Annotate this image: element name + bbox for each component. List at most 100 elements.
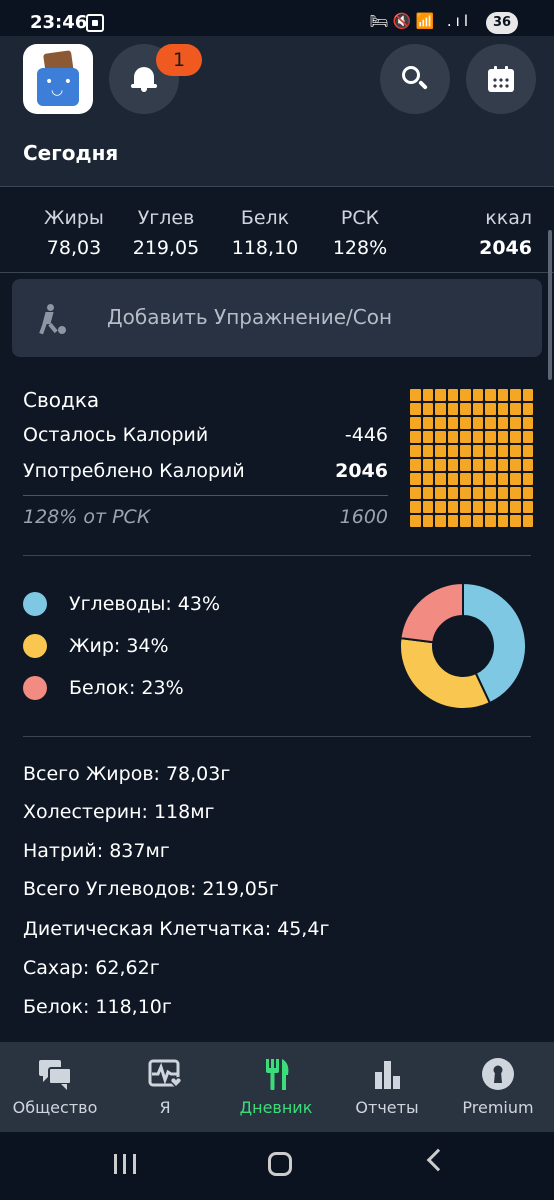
nav-community[interactable]: Общество: [0, 1042, 110, 1132]
legend-label: Углеводы: 43%: [69, 593, 221, 615]
search-button[interactable]: [380, 44, 450, 114]
nutrient-sugar: Сахар: 62,62г: [23, 957, 160, 979]
donut-slice-Углеводы: [462, 583, 526, 705]
waffle-cell: [460, 515, 471, 527]
soccer-player-icon: [38, 304, 66, 335]
waffle-cell: [447, 403, 458, 415]
legend-label: Жир: 34%: [69, 635, 169, 657]
waffle-cell: [472, 501, 483, 513]
waffle-cell: [460, 417, 471, 429]
waffle-cell: [510, 431, 521, 443]
divider: [23, 495, 388, 496]
waffle-cell: [435, 417, 446, 429]
macro-value: 219,05: [132, 237, 200, 259]
macro-donut-chart: [400, 583, 526, 709]
legend-dot: [23, 676, 47, 700]
legend-item-carbs: Углеводы: 43%: [23, 589, 220, 619]
back-icon[interactable]: [426, 1148, 450, 1172]
waffle-cell: [485, 473, 496, 485]
smiley-icon: [37, 68, 79, 106]
waffle-cell: [510, 403, 521, 415]
scrollbar[interactable]: [548, 230, 552, 380]
heart-pulse-icon: [148, 1059, 183, 1089]
system-nav-bar: [0, 1132, 554, 1200]
nav-me[interactable]: Я: [110, 1042, 220, 1132]
summary-title: Сводка: [23, 388, 100, 412]
nav-label: Я: [159, 1098, 171, 1117]
waffle-cell: [410, 459, 421, 471]
macro-carbs: Углев 219,05: [126, 207, 206, 259]
macro-label: Углев: [137, 207, 195, 229]
waffle-cell: [447, 459, 458, 471]
waffle-cell: [497, 515, 508, 527]
notification-badge: 1: [156, 44, 202, 76]
legend-item-protein: Белок: 23%: [23, 673, 184, 703]
rsk-label: 128% от РСК: [23, 506, 151, 528]
waffle-cell: [510, 487, 521, 499]
nav-reports[interactable]: Отчеты: [332, 1042, 442, 1132]
waffle-cell: [435, 487, 446, 499]
waffle-cell: [472, 445, 483, 457]
app-logo[interactable]: [23, 44, 93, 114]
waffle-cell: [435, 431, 446, 443]
waffle-cell: [422, 445, 433, 457]
battery-icon: 36: [486, 12, 518, 34]
waffle-cell: [447, 389, 458, 401]
macro-value: 118,10: [231, 237, 299, 259]
waffle-cell: [510, 389, 521, 401]
waffle-cell: [485, 487, 496, 499]
home-icon[interactable]: [268, 1152, 292, 1176]
waffle-cell: [435, 459, 446, 471]
waffle-cell: [422, 389, 433, 401]
macro-value: 128%: [332, 237, 388, 259]
add-exercise-button[interactable]: Добавить Упражнение/Сон: [12, 279, 542, 357]
waffle-cell: [410, 389, 421, 401]
waffle-cell: [497, 417, 508, 429]
waffle-cell: [510, 445, 521, 457]
macro-label: Белк: [240, 207, 290, 229]
calorie-waffle-chart: [410, 389, 533, 527]
waffle-cell: [435, 473, 446, 485]
nav-premium[interactable]: Premium: [443, 1042, 553, 1132]
waffle-cell: [410, 417, 421, 429]
fork-knife-icon: [266, 1059, 289, 1090]
recents-icon[interactable]: [114, 1154, 136, 1174]
divider: [23, 555, 531, 556]
waffle-cell: [435, 501, 446, 513]
consumed-calories-value: 2046: [335, 460, 388, 482]
waffle-cell: [497, 389, 508, 401]
waffle-cell: [485, 515, 496, 527]
nutrient-fiber: Диетическая Клетчатка: 45,4г: [23, 918, 330, 940]
waffle-cell: [510, 515, 521, 527]
nav-diary[interactable]: Дневник: [221, 1042, 331, 1132]
waffle-cell: [435, 389, 446, 401]
calendar-button[interactable]: [466, 44, 536, 114]
legend-dot: [23, 634, 47, 658]
page-title[interactable]: Сегодня: [23, 141, 119, 165]
nutrient-total-carbs: Всего Углеводов: 219,05г: [23, 878, 279, 900]
waffle-cell: [522, 389, 533, 401]
rsk-value: 1600: [339, 506, 388, 528]
waffle-cell: [485, 403, 496, 415]
waffle-cell: [497, 487, 508, 499]
waffle-cell: [510, 459, 521, 471]
waffle-cell: [422, 459, 433, 471]
waffle-cell: [472, 431, 483, 443]
macro-kcal: ккал 2046: [462, 207, 532, 259]
waffle-cell: [410, 515, 421, 527]
waffle-cell: [410, 431, 421, 443]
waffle-cell: [447, 473, 458, 485]
waffle-cell: [447, 417, 458, 429]
add-exercise-label: Добавить Упражнение/Сон: [107, 305, 393, 329]
waffle-cell: [472, 515, 483, 527]
waffle-cell: [497, 473, 508, 485]
screenshot-icon: [86, 14, 104, 32]
waffle-cell: [472, 403, 483, 415]
macro-rsk: РСК 128%: [322, 207, 398, 259]
waffle-cell: [460, 473, 471, 485]
macro-protein: Белк 118,10: [222, 207, 308, 259]
notifications-button[interactable]: [109, 44, 179, 114]
nav-label: Общество: [12, 1098, 98, 1117]
waffle-cell: [522, 403, 533, 415]
macro-value: 2046: [479, 237, 532, 259]
